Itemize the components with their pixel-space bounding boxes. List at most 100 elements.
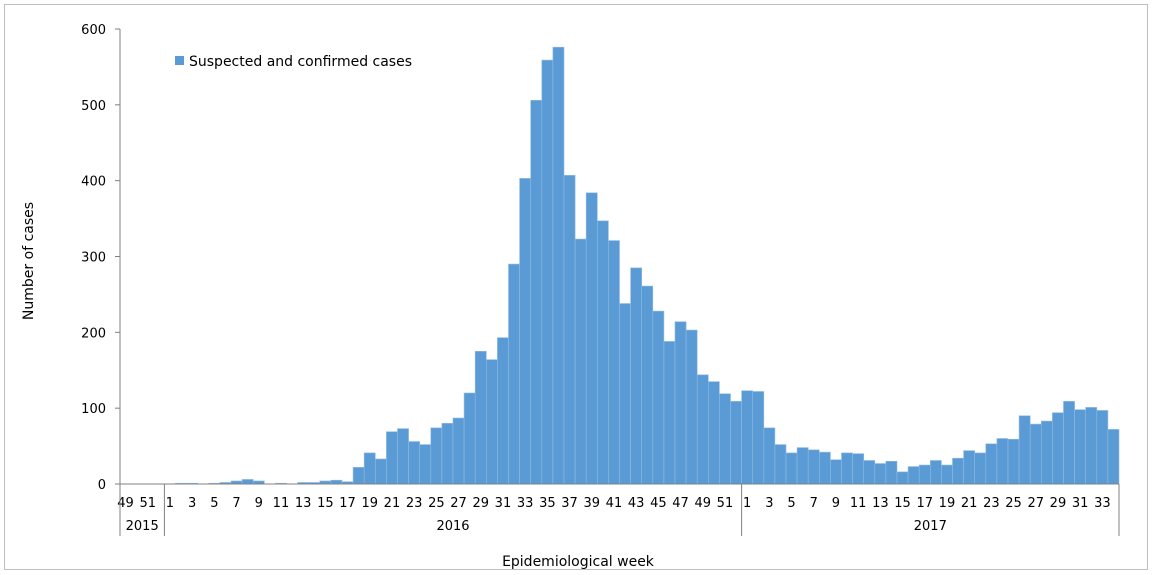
bar-week-81 <box>1018 415 1031 485</box>
bar-week-54 <box>719 393 731 485</box>
x-tick-label: 33 <box>517 496 534 511</box>
bar-week-57 <box>752 391 765 485</box>
bar-week-69 <box>885 460 898 485</box>
x-tick-label: 9 <box>255 496 263 511</box>
y-tick-label: 100 <box>81 402 106 417</box>
x-tick-label: 17 <box>339 496 356 511</box>
bar-week-52 <box>696 374 709 485</box>
bar-week-62 <box>807 449 820 485</box>
bar-week-27 <box>419 444 432 485</box>
bar-week-71 <box>907 466 920 485</box>
bar-week-34 <box>497 337 509 485</box>
x-tick-label: 15 <box>317 496 334 511</box>
x-tick-label: 13 <box>872 496 889 511</box>
x-tick-label: 5 <box>787 496 795 511</box>
x-tick-label: 35 <box>539 496 556 511</box>
bar-week-77 <box>974 452 987 485</box>
bar-week-44 <box>608 240 620 485</box>
x-tick-label: 1 <box>166 496 174 511</box>
bar-week-80 <box>1007 438 1020 485</box>
bar-week-67 <box>863 460 876 485</box>
bar-week-85 <box>1063 401 1075 485</box>
x-tick-label: 7 <box>810 496 818 511</box>
bar-week-72 <box>918 464 931 485</box>
bar-week-28 <box>430 427 443 485</box>
x-tick-label: 13 <box>295 496 312 511</box>
x-tick-label: 45 <box>650 496 667 511</box>
year-label-2017: 2017 <box>914 519 947 534</box>
x-tick-label: 33 <box>1094 496 1111 511</box>
bar-week-74 <box>941 464 953 485</box>
bar-week-11 <box>241 479 254 485</box>
bar-week-45 <box>619 303 631 485</box>
bar-week-41 <box>574 238 587 485</box>
x-tick-label: 23 <box>983 496 1000 511</box>
bar-week-38 <box>541 59 554 485</box>
legend: Suspected and confirmed cases <box>175 54 412 70</box>
y-tick-label: 400 <box>81 175 106 190</box>
bar-week-35 <box>508 263 520 485</box>
year-label-2016: 2016 <box>436 519 469 534</box>
year-label-2015: 2015 <box>126 519 159 534</box>
bar-week-31 <box>463 392 476 485</box>
bar-week-64 <box>830 459 842 485</box>
x-tick-label: 43 <box>628 496 645 511</box>
x-axis-title: Epidemiological week <box>502 554 655 570</box>
y-tick-label: 600 <box>81 23 106 38</box>
bar-week-59 <box>774 444 787 485</box>
x-tick-label: 19 <box>361 496 378 511</box>
bar-week-51 <box>685 329 698 485</box>
bar-week-79 <box>996 438 1009 485</box>
y-tick-label: 200 <box>81 326 106 341</box>
bar-week-23 <box>374 458 387 485</box>
bar-week-39 <box>552 46 565 485</box>
x-tick-label: 47 <box>672 496 689 511</box>
bar-week-22 <box>363 452 376 485</box>
bars-group <box>175 46 1120 485</box>
bar-week-30 <box>452 417 465 485</box>
x-tick-label: 51 <box>139 496 156 511</box>
x-tick-label: 5 <box>210 496 218 511</box>
y-axis-title: Number of cases <box>21 202 37 320</box>
x-tick-label: 27 <box>450 496 467 511</box>
bar-week-32 <box>474 350 487 485</box>
x-tick-label: 37 <box>561 496 578 511</box>
bar-week-46 <box>630 267 642 485</box>
x-tick-label: 7 <box>232 496 240 511</box>
x-tick-label: 49 <box>117 496 134 511</box>
x-tick-label: 41 <box>606 496 623 511</box>
legend-label: Suspected and confirmed cases <box>189 54 412 70</box>
x-tick-label: 3 <box>188 496 196 511</box>
bar-week-43 <box>596 220 609 485</box>
x-tick-label: 21 <box>384 496 401 511</box>
x-tick-label: 3 <box>765 496 773 511</box>
bar-week-49 <box>663 341 676 485</box>
x-tick-label: 29 <box>472 496 489 511</box>
bar-week-37 <box>530 99 543 485</box>
bar-week-60 <box>785 452 798 485</box>
bar-week-84 <box>1052 412 1064 485</box>
bar-week-82 <box>1029 423 1042 485</box>
bar-week-78 <box>985 443 998 485</box>
x-tick-label: 23 <box>406 496 423 511</box>
bar-week-29 <box>441 423 454 485</box>
y-tick-label: 500 <box>81 99 106 114</box>
x-tick-label: 29 <box>1050 496 1067 511</box>
x-tick-label: 11 <box>273 496 290 511</box>
bar-week-26 <box>408 441 421 485</box>
bar-week-47 <box>641 285 654 485</box>
bar-week-87 <box>1085 407 1098 485</box>
x-tick-label: 11 <box>850 496 867 511</box>
legend-swatch <box>175 56 184 65</box>
bar-week-42 <box>585 192 598 485</box>
x-tick-label: 17 <box>916 496 933 511</box>
x-tick-label: 51 <box>717 496 734 511</box>
x-tick-label: 1 <box>743 496 751 511</box>
bar-week-24 <box>386 431 398 485</box>
bar-week-65 <box>841 452 853 485</box>
bar-week-73 <box>929 460 942 485</box>
bar-week-56 <box>741 390 753 485</box>
bar-week-19 <box>330 479 343 485</box>
bar-week-36 <box>519 178 531 485</box>
bar-week-21 <box>352 467 365 485</box>
